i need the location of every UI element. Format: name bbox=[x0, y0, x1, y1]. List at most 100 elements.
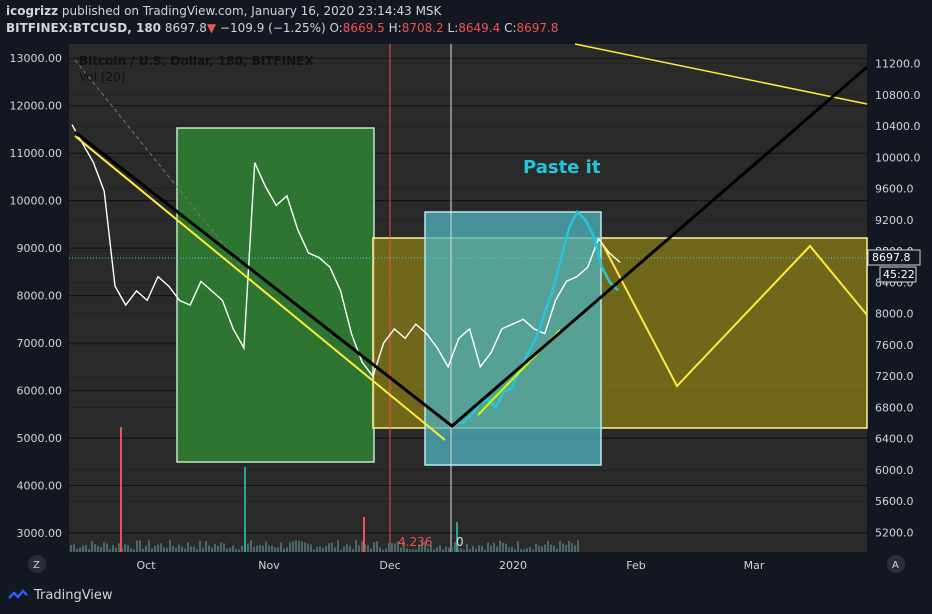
volume-bar bbox=[208, 545, 210, 552]
cyan-projection bbox=[455, 209, 619, 425]
auto-scale-button[interactable]: A bbox=[887, 555, 905, 573]
volume-bar bbox=[151, 548, 153, 552]
left-price-axis[interactable]: 13000.00 12000.00 11000.00 10000.00 9000.00 8… bbox=[10, 52, 63, 540]
volume-bar bbox=[529, 546, 531, 552]
volume-bar bbox=[550, 544, 552, 552]
volume-bar bbox=[505, 543, 507, 552]
volume-bar bbox=[406, 548, 408, 552]
left-tick-label: 8000.00 bbox=[17, 290, 63, 303]
volume-bar bbox=[415, 549, 417, 552]
volume-bar bbox=[535, 543, 537, 552]
volume-bar bbox=[109, 549, 111, 552]
volume-bar bbox=[190, 546, 192, 552]
right-tick-label: 5200.0 bbox=[875, 526, 914, 539]
volume-bar bbox=[427, 548, 429, 552]
volume-bar bbox=[136, 540, 138, 552]
volume-bar bbox=[532, 549, 534, 552]
volume-bar bbox=[520, 549, 522, 552]
volume-bar bbox=[439, 545, 441, 552]
volume-bar bbox=[322, 547, 324, 552]
volume-bar bbox=[223, 543, 225, 552]
volume-bar bbox=[418, 544, 420, 552]
price-chart[interactable]: Bitcoin / U.S. Dollar, 180, BITFINEX Vol… bbox=[0, 0, 932, 582]
volume-bar bbox=[211, 547, 213, 552]
volume-bar bbox=[496, 546, 498, 552]
volume-bar bbox=[232, 545, 234, 552]
high-value: 8708.2 bbox=[401, 21, 444, 35]
volume-bar bbox=[145, 545, 147, 552]
legend-volume: Vol (20) bbox=[79, 70, 125, 84]
volume-bar bbox=[385, 548, 387, 552]
volume-bar bbox=[271, 545, 273, 552]
right-tick-label: 10400.0 bbox=[875, 120, 921, 133]
volume-bar bbox=[349, 545, 351, 552]
change-arrow: ▼ bbox=[206, 21, 217, 35]
volume-bar bbox=[328, 543, 330, 552]
volume-bar bbox=[568, 540, 570, 552]
volume-bar bbox=[175, 547, 177, 552]
left-tick-label: 7000.00 bbox=[17, 337, 63, 350]
volume-spike bbox=[363, 517, 365, 552]
paste-it-label: Paste it bbox=[523, 157, 601, 178]
time-tick-label: Feb bbox=[626, 559, 645, 572]
auto-scale-label: A bbox=[892, 560, 899, 571]
volume-bar bbox=[409, 549, 411, 552]
tradingview-brand: TradingView bbox=[34, 588, 113, 603]
volume-bar bbox=[316, 546, 318, 552]
right-tick-label: 9200.0 bbox=[875, 214, 914, 227]
volume-bar bbox=[478, 545, 480, 552]
right-price-axis[interactable]: 11200.0 10800.0 10400.0 10000.0 9600.0 9200.0… bbox=[875, 58, 921, 540]
volume-bar bbox=[292, 541, 294, 552]
volume-bar bbox=[304, 542, 306, 552]
volume-bar bbox=[187, 542, 189, 552]
price-badge: 8697.8 45:22 bbox=[867, 249, 921, 283]
volume-bar bbox=[352, 549, 354, 552]
volume-bar bbox=[196, 549, 198, 552]
volume-bar bbox=[118, 543, 120, 552]
volume-bar bbox=[166, 548, 168, 552]
volume-bar bbox=[397, 541, 399, 552]
volume-bar bbox=[160, 543, 162, 552]
published-text: published on TradingView.com, January 16… bbox=[61, 4, 442, 18]
volume-bar bbox=[538, 545, 540, 552]
green-box bbox=[176, 127, 375, 463]
volume-bar bbox=[241, 545, 243, 552]
volume-bar bbox=[358, 545, 360, 552]
black-v-line bbox=[74, 65, 868, 428]
volume-bar bbox=[499, 540, 501, 552]
volume-bar bbox=[355, 540, 357, 552]
price-series bbox=[71, 124, 621, 378]
volume-bar bbox=[511, 546, 513, 552]
volume-bar bbox=[103, 542, 105, 552]
left-tick-label: 3000.00 bbox=[17, 527, 63, 540]
right-tick-label: 9600.0 bbox=[875, 183, 914, 196]
volume-bar bbox=[448, 547, 450, 552]
zoom-left-button[interactable]: Z bbox=[28, 555, 46, 573]
volume-bar bbox=[388, 542, 390, 552]
volume-bar bbox=[433, 549, 435, 552]
price-change: −109.9 (−1.25%) bbox=[219, 21, 326, 35]
volume-bar bbox=[325, 546, 327, 552]
volume-bar bbox=[286, 547, 288, 552]
time-tick-label: Nov bbox=[258, 559, 280, 572]
volume-bar bbox=[100, 547, 102, 552]
volume-spike bbox=[120, 427, 122, 552]
volume-bar bbox=[154, 545, 156, 552]
yellow-zigzag bbox=[602, 244, 868, 388]
volume-bar bbox=[463, 549, 465, 552]
volume-bar bbox=[205, 541, 207, 552]
low-value: 8649.4 bbox=[458, 21, 501, 35]
left-tick-label: 6000.00 bbox=[17, 385, 63, 398]
volume-bar bbox=[367, 545, 369, 552]
volume-bar bbox=[274, 547, 276, 552]
volume-bar bbox=[484, 549, 486, 552]
legend-title: Bitcoin / U.S. Dollar, 180, BITFINEX bbox=[79, 54, 314, 68]
tradingview-logo[interactable]: TradingView bbox=[8, 588, 113, 603]
volume-bar bbox=[523, 549, 525, 552]
volume-bar bbox=[424, 541, 426, 552]
volume-bar bbox=[172, 545, 174, 552]
volume-bar bbox=[481, 545, 483, 552]
time-axis[interactable]: Oct Nov Dec 2020 Feb Mar bbox=[136, 559, 764, 572]
last-price: 8697.8 bbox=[164, 21, 207, 35]
volume-bar bbox=[148, 540, 150, 552]
